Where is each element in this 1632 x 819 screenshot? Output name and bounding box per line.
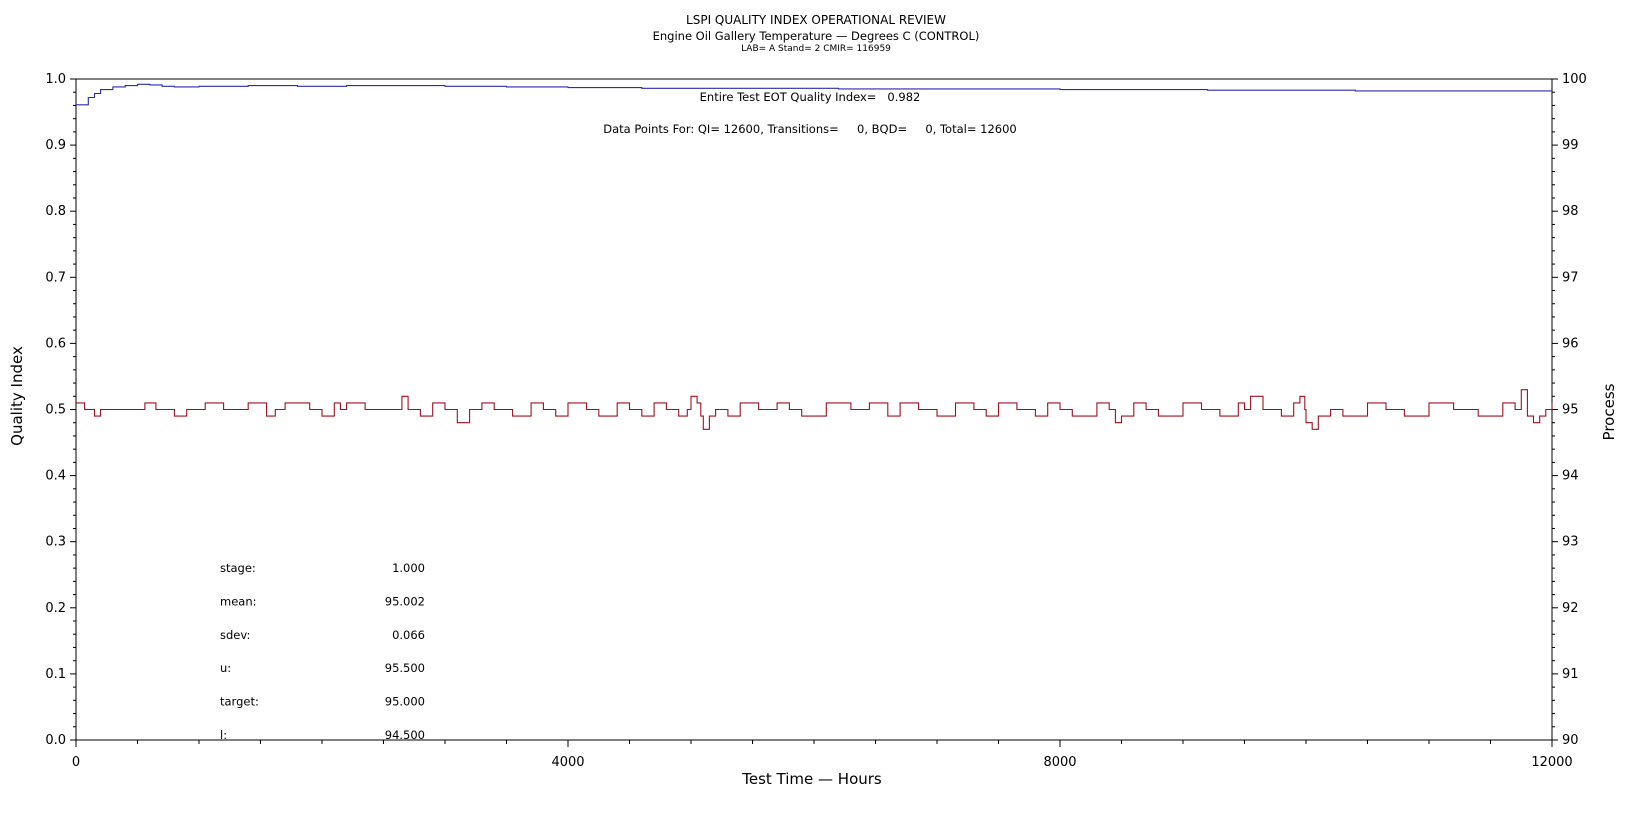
y-left-tick-label: 0.5 xyxy=(45,403,66,418)
y-left-tick-label: 0.3 xyxy=(45,535,66,550)
y-right-tick-label: 99 xyxy=(1562,138,1579,153)
y-right-tick-label: 98 xyxy=(1562,204,1579,219)
y-left-tick-label: 0.1 xyxy=(45,667,66,682)
x-tick-label: 12000 xyxy=(1531,755,1572,770)
x-tick-label: 8000 xyxy=(1043,755,1076,770)
process-series-line xyxy=(76,389,1553,430)
stat-label: stage: xyxy=(220,561,256,575)
y-left-axis-title: Quality Index xyxy=(8,346,26,446)
x-tick-label: 4000 xyxy=(551,755,584,770)
y-left-tick-label: 1.0 xyxy=(45,72,66,87)
y-left-tick-label: 0.7 xyxy=(45,270,66,285)
y-right-tick-label: 97 xyxy=(1562,270,1579,285)
x-axis-title: Test Time — Hours xyxy=(741,770,882,788)
stat-label: u: xyxy=(220,661,231,675)
stat-value: 0.066 xyxy=(392,628,425,642)
quality-index-series-line xyxy=(76,83,1552,106)
stat-value: 94.500 xyxy=(385,728,425,742)
stat-value: 95.000 xyxy=(385,695,425,709)
stats-block: stage: 1.000 mean: 95.002 sdev: 0.066 u: 95.500… xyxy=(220,561,425,742)
y-right-tick-label: 95 xyxy=(1562,403,1579,418)
y-right-tick-label: 93 xyxy=(1562,535,1579,550)
chart-title: LSPI QUALITY INDEX OPERATIONAL REVIEW xyxy=(686,13,946,27)
y-left-tick-label: 0.8 xyxy=(45,204,66,219)
quality-index-annotation: Entire Test EOT Quality Index= 0.982 xyxy=(700,90,921,104)
stat-value: 95.500 xyxy=(385,661,425,675)
y-right-tick-label: 94 xyxy=(1562,469,1579,484)
data-points-annotation: Data Points For: QI= 12600, Transitions=… xyxy=(603,122,1016,136)
y-right-tick-label: 96 xyxy=(1562,336,1579,351)
y-left-tick-label: 0.9 xyxy=(45,138,66,153)
chart-subtitle-lab: LAB= A Stand= 2 CMIR= 116959 xyxy=(741,44,891,54)
y-right-tick-label: 91 xyxy=(1562,667,1579,682)
y-left-tick-label: 0.0 xyxy=(45,733,66,748)
stat-value: 1.000 xyxy=(392,561,425,575)
ticks-layer xyxy=(70,78,1558,747)
y-right-tick-label: 90 xyxy=(1562,733,1579,748)
y-right-tick-label: 92 xyxy=(1562,601,1579,616)
y-left-tick-label: 0.2 xyxy=(45,601,66,616)
series-layer xyxy=(76,83,1553,430)
chart-subtitle: Engine Oil Gallery Temperature — Degrees… xyxy=(652,29,980,43)
stat-label: l: xyxy=(220,728,227,742)
x-tick-label: 0 xyxy=(72,755,80,770)
stat-label: target: xyxy=(220,695,259,709)
y-right-tick-label: 100 xyxy=(1562,72,1587,87)
stat-label: mean: xyxy=(220,594,257,608)
y-left-tick-label: 0.4 xyxy=(45,469,66,484)
y-right-axis-title: Process xyxy=(1600,383,1618,440)
stat-label: sdev: xyxy=(220,628,250,642)
stat-value: 95.002 xyxy=(385,594,425,608)
y-left-tick-label: 0.6 xyxy=(45,336,66,351)
labels-layer: 0 4000 8000 12000 0.0 0.1 0.2 0.3 0.4 0.5 0.6 0.7 0.… xyxy=(45,72,1587,770)
